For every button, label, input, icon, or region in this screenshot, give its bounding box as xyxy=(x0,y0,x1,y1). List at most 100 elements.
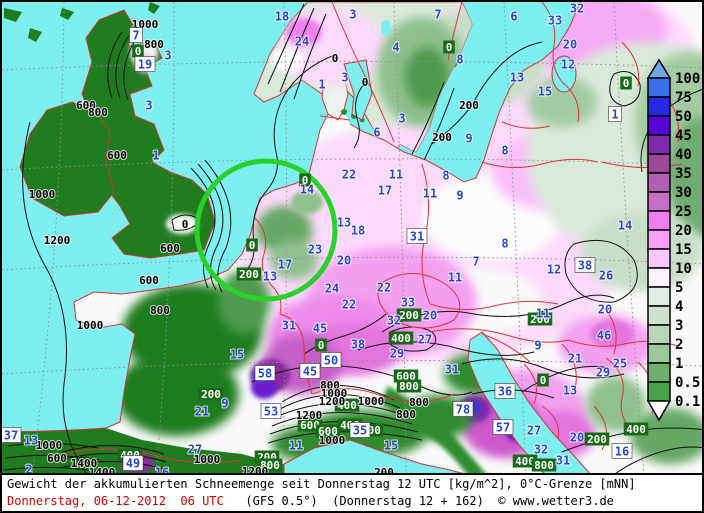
svg-text:20: 20 xyxy=(423,309,437,323)
snow-amount-value: 8 xyxy=(500,143,509,159)
snow-amount-value: 3 xyxy=(144,98,153,114)
svg-text:0: 0 xyxy=(540,374,547,387)
contour-height-label: 1400 xyxy=(71,457,98,470)
graticule-lines xyxy=(2,2,702,473)
svg-text:9: 9 xyxy=(465,132,472,146)
snow-amount-value: 17 xyxy=(377,183,393,199)
svg-text:11: 11 xyxy=(289,439,303,453)
svg-text:21: 21 xyxy=(195,405,209,419)
snow-amount-value: 32 xyxy=(533,442,549,458)
model-and-step: (GFS 0.5°) (Donnerstag 12 + 162) xyxy=(223,494,499,508)
contour-height-badge: 0 xyxy=(443,40,455,54)
svg-text:8: 8 xyxy=(442,169,449,183)
snow-amount-value: 7 xyxy=(129,27,143,43)
svg-text:24: 24 xyxy=(295,35,309,49)
snow-amount-value: 31 xyxy=(406,228,428,244)
svg-text:3: 3 xyxy=(145,99,152,113)
svg-text:35: 35 xyxy=(353,424,367,438)
snow-amount-value: 4 xyxy=(391,40,400,56)
contour-height-badge: 800 xyxy=(396,379,422,393)
svg-text:800: 800 xyxy=(399,380,419,393)
snow-amount-value: 21 xyxy=(194,404,210,420)
copyright-link[interactable]: © www.wetter3.de xyxy=(498,494,614,508)
snow-amount-value: 6 xyxy=(372,125,381,141)
snow-amount-value: 11 xyxy=(447,270,463,286)
svg-text:27: 27 xyxy=(527,424,541,438)
svg-text:11: 11 xyxy=(448,271,462,285)
snow-amount-value: 58 xyxy=(254,365,276,381)
snow-amount-value: 3 xyxy=(163,48,172,64)
map-subtitle: Donnerstag, 06-12-2012 06 UTC (GFS 0.5°)… xyxy=(7,493,702,510)
svg-text:16: 16 xyxy=(615,445,629,459)
svg-text:13: 13 xyxy=(510,71,524,85)
legend-value-label: 30 xyxy=(675,185,692,201)
legend-color-step xyxy=(647,362,671,383)
contour-height-label: 1000 xyxy=(319,434,346,447)
legend-value-label: 40 xyxy=(675,147,692,163)
snow-amount-value: 49 xyxy=(122,455,144,471)
snow-amount-value: 12 xyxy=(546,262,562,278)
svg-text:400: 400 xyxy=(515,455,535,468)
svg-text:0: 0 xyxy=(446,41,453,54)
contour-height-badge: 200 xyxy=(198,387,224,401)
svg-text:18: 18 xyxy=(351,224,365,238)
svg-text:9: 9 xyxy=(221,397,228,411)
contour-height-label: 0 xyxy=(362,76,369,89)
svg-text:45: 45 xyxy=(313,322,327,336)
snow-amount-value: 11 xyxy=(388,167,404,183)
legend-color-step xyxy=(647,134,671,155)
snow-amount-value: 9 xyxy=(533,338,542,354)
contour-height-label: 1200 xyxy=(296,409,323,422)
snow-amount-value: 24 xyxy=(294,34,310,50)
contour-height-badge: 400 xyxy=(512,454,538,468)
contour-height-label: 1000 xyxy=(77,319,104,332)
svg-text:1: 1 xyxy=(611,108,618,122)
contour-height-badge: 600 xyxy=(315,424,341,438)
svg-text:14: 14 xyxy=(300,183,314,197)
snow-amount-value: 6 xyxy=(509,9,518,25)
svg-text:800: 800 xyxy=(534,459,554,472)
snow-amount-value: 31 xyxy=(444,362,460,378)
snow-amount-value: 57 xyxy=(492,419,514,435)
svg-text:32: 32 xyxy=(534,443,548,457)
contour-height-badge: 200 xyxy=(584,432,610,446)
svg-text:200: 200 xyxy=(587,433,607,446)
svg-text:31: 31 xyxy=(556,454,570,468)
svg-text:21: 21 xyxy=(568,352,582,366)
svg-text:6: 6 xyxy=(373,126,380,140)
svg-text:58: 58 xyxy=(258,367,272,381)
run-datetime: Donnerstag, 06-12-2012 06 UTC xyxy=(7,494,224,508)
svg-text:33: 33 xyxy=(548,14,562,28)
svg-text:8: 8 xyxy=(501,144,508,158)
svg-text:53: 53 xyxy=(264,405,278,419)
snow-amount-value: 12 xyxy=(560,57,576,73)
svg-text:15: 15 xyxy=(230,348,244,362)
legend-value-label: 20 xyxy=(675,223,692,239)
snow-amount-value: 37 xyxy=(2,427,22,443)
svg-text:13: 13 xyxy=(337,216,351,230)
svg-text:27: 27 xyxy=(418,333,432,347)
svg-text:16: 16 xyxy=(155,466,169,474)
contour-height-label: 1000 xyxy=(321,387,348,400)
svg-text:0: 0 xyxy=(249,239,256,252)
svg-text:9: 9 xyxy=(534,339,541,353)
snow-amount-value: 31 xyxy=(281,318,297,334)
svg-text:13: 13 xyxy=(263,270,277,284)
contour-height-label: 600 xyxy=(107,149,127,162)
snow-amount-value: 31 xyxy=(555,453,571,469)
snow-amount-value: 7 xyxy=(471,254,480,270)
contour-height-label: 1000 xyxy=(29,188,56,201)
snow-amount-value: 8 xyxy=(441,168,450,184)
contour-height-label: 1000 xyxy=(358,395,385,408)
svg-text:31: 31 xyxy=(282,319,296,333)
svg-text:0: 0 xyxy=(318,339,325,352)
svg-text:32: 32 xyxy=(570,2,584,16)
legend-color-step xyxy=(647,381,671,402)
snow-amount-value: 13 xyxy=(562,383,578,399)
legend-value-label: 0.1 xyxy=(675,394,700,410)
contour-height-badge: 200 xyxy=(527,312,553,326)
legend-color-step xyxy=(647,343,671,364)
legend-color-step xyxy=(647,172,671,193)
svg-text:22: 22 xyxy=(377,281,391,295)
contour-height-label: 200 xyxy=(459,99,479,112)
